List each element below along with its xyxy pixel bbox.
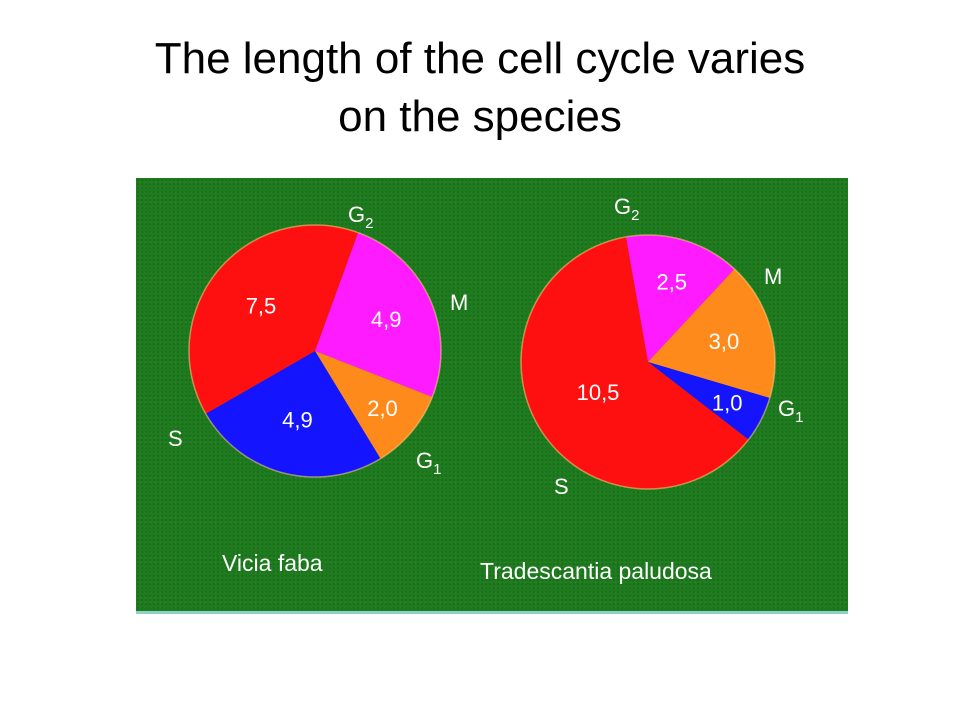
pie-1-phase-label-m: M: [764, 264, 782, 289]
pie-0-value-label-m: 2,0: [367, 396, 398, 421]
pie-1-rim: [520, 234, 776, 490]
pie-1-slice-g2: [625, 235, 735, 362]
title-line-1: The length of the cell cycle varies: [154, 34, 806, 83]
pie-1-phase-label-s: S: [554, 474, 569, 499]
pie-0-slice-g2: [315, 232, 442, 397]
pie-1-value-label-m: 3,0: [709, 329, 740, 354]
pie-1-value-label-s: 10,5: [577, 380, 620, 405]
pie-charts-svg: 4,9 G2 2,0 M 4,9 G1 7,5 S 2,5 G2 3,0 M 1,0 G1 10,5 S: [168, 194, 803, 499]
pie-0-phase-label-g2: G2: [348, 202, 373, 232]
pie-0: 4,9 G2 2,0 M 4,9 G1 7,5 S: [168, 202, 468, 478]
pie-1-slice-s: [521, 236, 749, 489]
pie-0-phase-label-m: M: [450, 290, 468, 315]
pie-1-value-label-g1: 1,0: [712, 390, 743, 415]
pie-0-value-label-g1: 4,9: [282, 407, 313, 432]
pie-0-value-label-g2: 4,9: [371, 307, 402, 332]
pie-chart-figure: 4,9 G2 2,0 M 4,9 G1 7,5 S 2,5 G2 3,0 M 1,0 G1 10,5 S Vi…: [136, 178, 848, 614]
pie-0-phase-label-s: S: [168, 426, 183, 451]
species-label-tradescantia-paludosa: Tradescantia paludosa: [480, 558, 712, 584]
pie-0-slice-m: [315, 351, 433, 459]
pie-0-phase-label-g1: G1: [416, 448, 441, 478]
slide-title: The length of the cell cycle varies on t…: [0, 30, 960, 146]
pie-1: 2,5 G2 3,0 M 1,0 G1 10,5 S: [520, 194, 803, 499]
title-line-2: on the species: [338, 92, 622, 141]
pie-1-slice-m: [648, 269, 775, 399]
pie-0-value-label-s: 7,5: [246, 294, 277, 319]
pie-0-slice-g1: [205, 351, 381, 477]
pie-1-phase-label-g2: G2: [614, 194, 639, 224]
pie-0-slice-s: [189, 224, 359, 414]
species-label-vicia-faba: Vicia faba: [222, 550, 323, 576]
pie-1-value-label-g2: 2,5: [656, 270, 687, 295]
pie-0-rim: [188, 224, 442, 478]
pie-1-slice-g1: [648, 362, 770, 440]
pie-1-phase-label-g1: G1: [778, 396, 803, 426]
